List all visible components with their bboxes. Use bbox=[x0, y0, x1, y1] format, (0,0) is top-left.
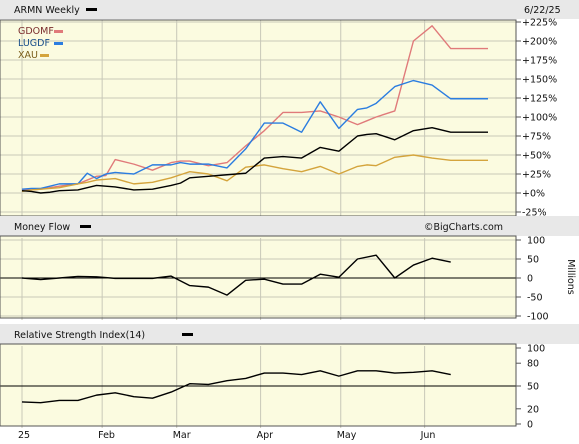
money-flow-ylabel: Millions bbox=[565, 259, 576, 295]
legend: GDOMF LUGDF XAU bbox=[18, 26, 63, 61]
y-tick-label: +0% bbox=[522, 189, 545, 200]
legend-swatch-lugdf bbox=[54, 42, 63, 45]
y-tick-label: +150% bbox=[522, 75, 557, 86]
price-panel-grid bbox=[0, 20, 516, 216]
ticker-legend-swatch bbox=[86, 8, 97, 11]
x-tick-label: May bbox=[337, 430, 357, 441]
header-date: 6/22/25 bbox=[524, 5, 561, 16]
header-strip bbox=[0, 0, 579, 19]
legend-swatch-gdomf bbox=[54, 30, 63, 33]
x-tick-label: 25 bbox=[18, 430, 30, 441]
y-tick-label: -100 bbox=[527, 312, 549, 323]
y-tick-label: 100 bbox=[527, 344, 545, 355]
y-tick-label: +125% bbox=[522, 94, 557, 105]
money-flow-series-group bbox=[21, 254, 451, 296]
x-tick-label: Feb bbox=[98, 430, 115, 441]
rsi-panel-frame bbox=[0, 343, 517, 427]
y-tick-label: 20 bbox=[527, 404, 539, 415]
y-tick-label: +75% bbox=[522, 132, 551, 143]
ticker-label: ARMN Weekly bbox=[14, 5, 80, 16]
money-flow-panel-frame bbox=[0, 235, 517, 319]
series-line-armn bbox=[21, 126, 488, 194]
y-tick-label: 0 bbox=[527, 274, 533, 285]
y-tick-label: +200% bbox=[522, 37, 557, 48]
legend-label-xau: XAU bbox=[18, 50, 38, 61]
y-tick-label: +50% bbox=[522, 151, 551, 162]
legend-label-gdomf: GDOMF bbox=[18, 26, 54, 37]
price-axis-ticks: -25% +0% +25% +50% +75% +100% +125% +150% +175% +… bbox=[516, 18, 557, 219]
price-series-group bbox=[21, 25, 488, 194]
watermark: ©BigCharts.com bbox=[424, 222, 503, 233]
rsi-axis-ticks: 100 80 50 20 0 bbox=[516, 344, 545, 431]
legend-label-lugdf: LUGDF bbox=[18, 38, 50, 49]
money-flow-header bbox=[0, 216, 579, 236]
x-tick-label: Jun bbox=[420, 430, 436, 441]
y-tick-label: -25% bbox=[522, 208, 547, 219]
series-line-lugdf bbox=[21, 79, 488, 190]
rsi-grid bbox=[0, 346, 516, 428]
rsi-header bbox=[0, 324, 579, 344]
price-panel bbox=[0, 20, 516, 216]
y-tick-label: 0 bbox=[527, 420, 533, 431]
y-tick-label: 100 bbox=[527, 236, 545, 247]
money-flow-legend-swatch bbox=[80, 225, 91, 228]
y-tick-label: 50 bbox=[527, 382, 539, 393]
money-flow-axis-ticks: 100 50 0 -50 -100 bbox=[516, 236, 549, 323]
y-tick-label: 80 bbox=[527, 359, 539, 370]
series-line-money-flow bbox=[21, 254, 451, 296]
rsi-legend-swatch bbox=[182, 333, 193, 336]
legend-swatch-xau bbox=[40, 54, 49, 57]
series-line-xau bbox=[21, 154, 488, 193]
x-tick-label: Apr bbox=[257, 430, 274, 441]
y-tick-label: +100% bbox=[522, 113, 557, 124]
y-tick-label: +25% bbox=[522, 170, 551, 181]
x-tick-label: Mar bbox=[173, 430, 191, 441]
rsi-panel bbox=[0, 344, 516, 426]
rsi-title: Relative Strength Index(14) bbox=[14, 330, 145, 341]
y-tick-label: +225% bbox=[522, 18, 557, 29]
y-tick-label: +175% bbox=[522, 56, 557, 67]
x-axis-labels: 25 Feb Mar Apr May Jun bbox=[18, 430, 435, 441]
money-flow-title: Money Flow bbox=[14, 222, 70, 233]
y-tick-label: 50 bbox=[527, 255, 539, 266]
series-line-rsi bbox=[21, 370, 451, 404]
rsi-series-group bbox=[21, 370, 451, 404]
y-tick-label: -50 bbox=[527, 293, 543, 304]
